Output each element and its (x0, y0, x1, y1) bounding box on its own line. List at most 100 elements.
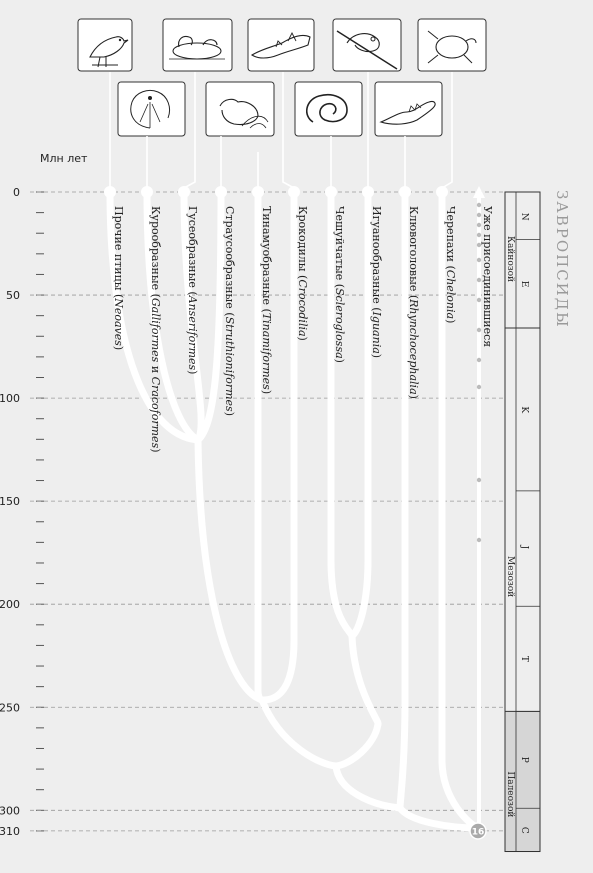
taxon-label-iguania: Игуанообразные (Iguania) (370, 206, 383, 358)
tick-label: 200 (0, 598, 20, 611)
tree-branch (348, 632, 382, 728)
taxon-label-part: Scleroglossa (333, 288, 346, 359)
taxon-label-tinamiformes: Тинамуобразные (Tinamiformes) (260, 206, 273, 394)
tip-node (325, 186, 337, 198)
taxon-label-part: Игуанообразные ( (370, 206, 383, 312)
taxon-label-part: ) (296, 337, 309, 341)
taxon-label-anseriformes: Гусеобразные (Anseriformes) (186, 206, 199, 374)
taxon-label-part: ) (149, 448, 162, 452)
tip-node (399, 186, 411, 198)
taxon-label-part: Гусеобразные ( (186, 206, 199, 296)
taxon-label-part: ) (444, 319, 457, 323)
taxon-label-part: Прочие птицы ( (112, 206, 125, 298)
paleozoic-shade (505, 711, 540, 852)
taxon-label-neoaves: Прочие птицы (Neoaves) (112, 206, 125, 350)
taxon-label-part: Клювоголовые ( (407, 206, 420, 299)
taxon-label-part: ) (186, 370, 199, 374)
taxon-labels: Прочие птицы (Neoaves) Курообразные (Gall… (112, 206, 494, 453)
taxon-label-part: Страусообразные ( (223, 206, 236, 317)
branch-rhynchocephalia (396, 188, 409, 812)
tip-node (104, 186, 116, 198)
tip-node (288, 186, 300, 198)
joined-dot (476, 242, 482, 248)
tick-label: 0 (13, 186, 20, 199)
songbird-icon (77, 18, 133, 72)
group-title: ЗАВРОПСИДЫ (553, 190, 571, 329)
tick-label: 50 (6, 289, 20, 302)
joined-dot (476, 384, 482, 390)
branch-galliformes (143, 188, 202, 444)
taxon-label-scleroglossa: Чешуйчатые (Scleroglossa) (333, 206, 346, 363)
joined-dot (476, 327, 482, 333)
tick-label: 250 (0, 701, 20, 714)
period-label: E (519, 281, 529, 288)
taxon-label-part: Struthioniformes (223, 317, 236, 412)
period-label: K (519, 406, 529, 413)
taxon-label-part: Crocodilia (296, 279, 309, 336)
joined-dot (476, 232, 482, 238)
taxon-label-part: Курообразные ( (149, 206, 162, 298)
taxon-label-part: Iguania (370, 311, 383, 354)
joined-dot (476, 477, 482, 483)
period-label: J (519, 545, 529, 550)
tree-branch (194, 436, 266, 704)
joined-dot (476, 222, 482, 228)
branch-anseriformes (180, 188, 205, 444)
icon-connector (183, 72, 196, 189)
taxon-label-part: ) (112, 346, 125, 350)
taxon-label-part: ) (223, 412, 236, 416)
peacock-icon (117, 81, 186, 137)
node-badge (469, 822, 487, 840)
taxon-label-part: Galliformes (149, 298, 162, 363)
taxon-label-part: Чешуйчатые ( (333, 206, 346, 288)
taxon-label-chelonia: Черепахи (Chelonia) (444, 206, 457, 323)
taxon-label-part: Anseriformes (186, 295, 199, 371)
taxon-label-part: Tinamiformes (260, 313, 273, 390)
era-label: Мезозой (505, 556, 515, 597)
taxon-label-part: Chelonia (444, 270, 457, 319)
period-label: N (519, 213, 529, 221)
arrow-head (473, 186, 485, 198)
chameleon-icon (332, 18, 402, 72)
taxon-label-part: Черепахи ( (444, 206, 457, 270)
duck-icon (162, 18, 233, 72)
taxon-label-crocodilia: Крокодилы (Crocodilia) (296, 206, 309, 341)
taxon-label-struthioniformes: Страусообразные (Struthioniformes) (223, 206, 236, 416)
joined-dot (476, 297, 482, 303)
tip-node (141, 186, 153, 198)
taxon-label-part: и (149, 362, 162, 376)
period-label: C (519, 827, 529, 834)
tuatara-icon (374, 81, 443, 137)
taxon-label-part: Cracoformes (149, 377, 162, 449)
joined-dot (476, 277, 482, 283)
taxon-label-part: ) (370, 354, 383, 358)
tip-node (178, 186, 190, 198)
tip-node (215, 186, 227, 198)
axis-title: Млн лет (40, 152, 88, 165)
snake-icon (294, 81, 363, 137)
taxon-label-part: Крокодилы ( (296, 206, 309, 279)
taxon-label-part: Rhynchocephalia (407, 298, 420, 394)
crocodile-icon (247, 18, 315, 72)
taxon-label-part: ) (260, 390, 273, 394)
tip-node (362, 186, 374, 198)
branch-struthioniformes (194, 188, 225, 444)
era-label: Палеозой (505, 771, 515, 817)
joined-dot (476, 257, 482, 263)
tip-node (252, 186, 264, 198)
taxon-label-already_joined: Уже присоединившиеся (481, 206, 494, 347)
taxon-label-galliformes: Курообразные (Galliformes и Cracoformes) (149, 206, 162, 453)
joined-dot (476, 537, 482, 543)
period-label: T (519, 656, 529, 662)
tick-label: 300 (0, 804, 20, 817)
node-badge-number: 16 (472, 828, 485, 838)
taxon-label-part: Тинамуобразные ( (260, 206, 273, 313)
tick-label: 100 (0, 392, 20, 405)
taxon-label-rhynchocephalia: Клювоголовые (Rhynchocephalia) (407, 206, 420, 399)
time-axis: Млн лет 0 50 100 150 200 250 300 310 (0, 152, 505, 838)
joined-dot (476, 202, 482, 208)
branch-neoaves (106, 188, 202, 444)
geologic-timescale: Кайнозой Мезозой Палеозой N E K J T P C (504, 191, 541, 853)
icon-row (77, 18, 487, 137)
